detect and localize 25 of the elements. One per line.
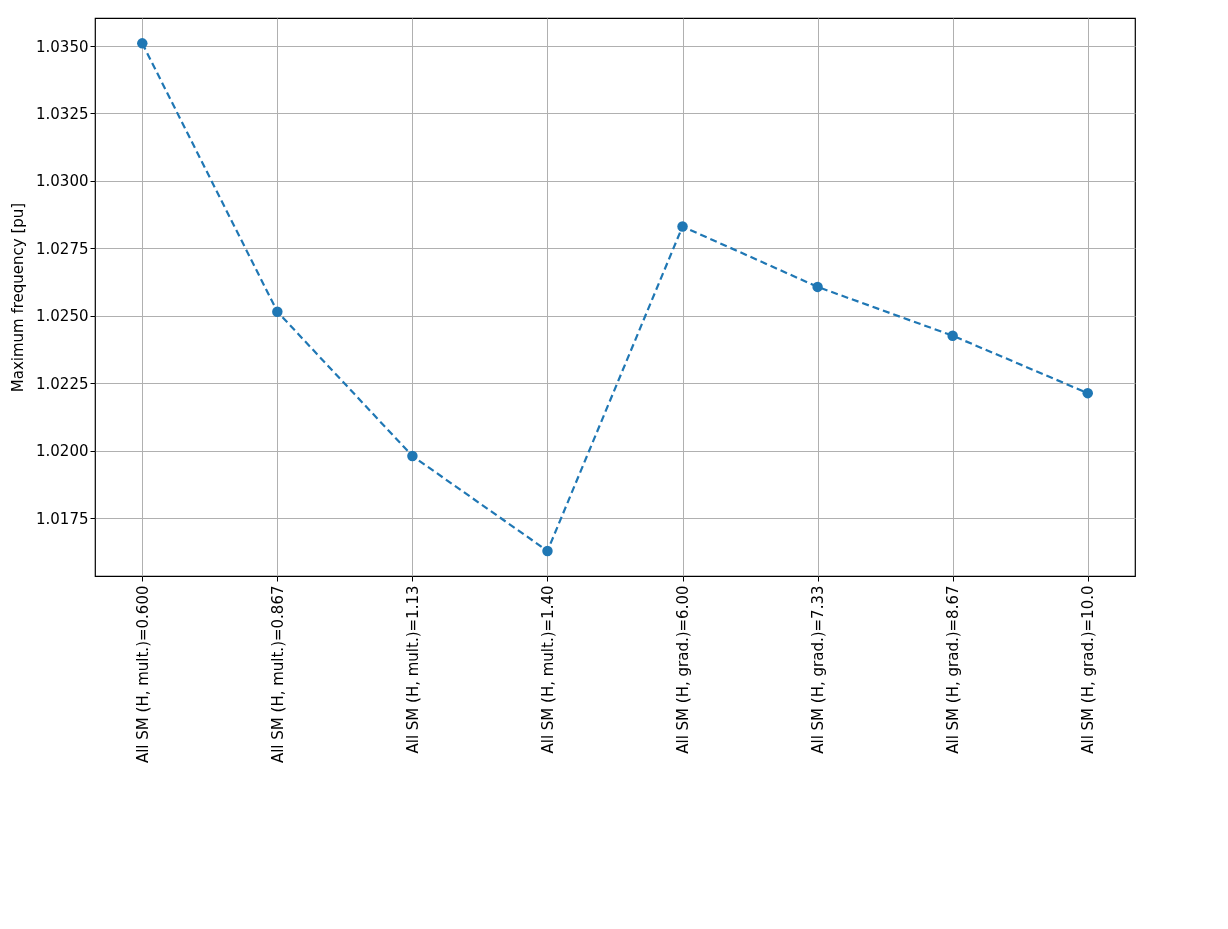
point xyxy=(677,221,688,232)
point xyxy=(272,306,283,317)
x-tick-label: All SM (H, mult.)=1.40 xyxy=(538,585,557,754)
y-tick-label: 1.0200 xyxy=(36,442,89,461)
point xyxy=(812,281,823,293)
y-tick-label: 1.0175 xyxy=(36,509,89,528)
y-tick-label: 1.0325 xyxy=(36,104,89,123)
point xyxy=(1082,387,1093,399)
y-tick-label: 1.0300 xyxy=(36,172,89,191)
y-axis-title: Maximum frequency [pu] xyxy=(9,202,28,393)
y-tick-label: 1.0275 xyxy=(36,239,89,258)
x-tick-label: All SM (H, grad.)=8.67 xyxy=(944,585,963,754)
x-tick-label: All SM (H, grad.)=7.33 xyxy=(809,585,828,754)
point xyxy=(407,450,418,462)
point xyxy=(137,38,148,49)
point xyxy=(947,330,958,341)
point xyxy=(542,545,553,557)
y-tick-label: 1.0225 xyxy=(36,374,89,393)
x-tick-label: All SM (H, grad.)=10.0 xyxy=(1079,585,1098,754)
y-tick-label: 1.0350 xyxy=(36,37,89,56)
x-tick-label: All SM (H, grad.)=6.00 xyxy=(674,585,693,754)
x-tick-label: All SM (H, mult.)=1.13 xyxy=(403,585,422,754)
y-tick-label: 1.0250 xyxy=(36,307,89,326)
x-tick-label: All SM (H, mult.)=0.867 xyxy=(268,585,287,764)
x-tick-label: All SM (H, mult.)=0.600 xyxy=(133,585,152,764)
